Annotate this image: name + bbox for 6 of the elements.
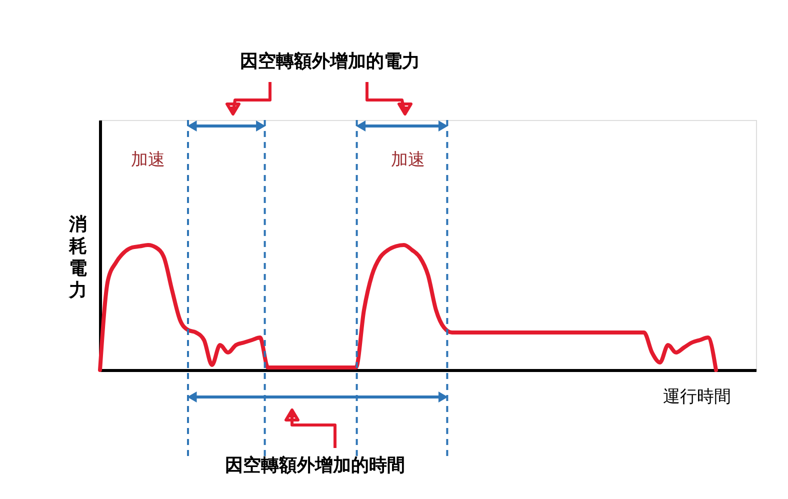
- text: 加速: [131, 150, 165, 170]
- y-axis-title: 消耗電力: [68, 214, 87, 301]
- text: 加速: [391, 150, 425, 170]
- text: 因空轉額外增加的時間: [225, 455, 405, 476]
- chart-title: 因空轉額外增加的電力: [240, 51, 420, 72]
- x-axis-title: 運行時間: [663, 387, 731, 407]
